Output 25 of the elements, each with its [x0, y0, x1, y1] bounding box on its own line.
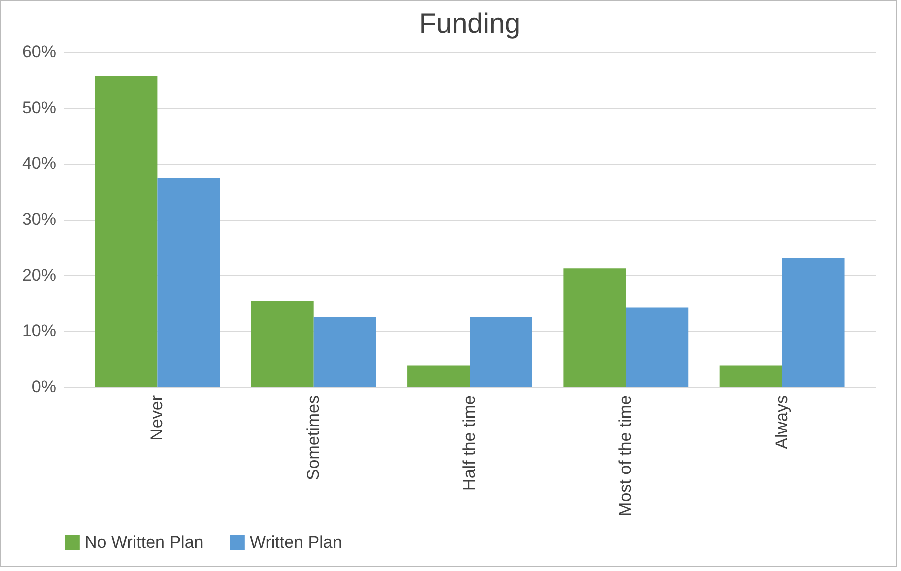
y-tick-label: 60%: [22, 42, 56, 62]
y-tick-label: 50%: [22, 98, 56, 118]
y-tick-label: 20%: [22, 266, 56, 285]
bar: [470, 317, 532, 387]
x-tick-label: Sometimes: [304, 396, 323, 481]
bar: [564, 268, 626, 387]
y-tick-label: 10%: [22, 322, 56, 341]
bar: [782, 258, 845, 387]
bar: [408, 366, 470, 387]
bar: [314, 317, 376, 387]
bar: [251, 301, 314, 387]
bar: [95, 76, 158, 387]
legend-label: No Written Plan: [85, 532, 204, 552]
chart-title: Funding: [419, 8, 521, 39]
y-tick-label: 0%: [32, 378, 56, 396]
bar: [158, 178, 220, 387]
y-tick-label: 40%: [22, 154, 56, 174]
x-tick-label: Always: [772, 396, 792, 450]
bar: [720, 366, 782, 387]
x-tick-label: Most of the time: [616, 396, 636, 516]
x-tick-label: Never: [148, 395, 167, 441]
y-tick-label: 30%: [22, 210, 56, 229]
bar: [626, 308, 689, 387]
x-tick-label: Half the time: [460, 396, 479, 491]
legend-label: Written Plan: [250, 532, 342, 552]
